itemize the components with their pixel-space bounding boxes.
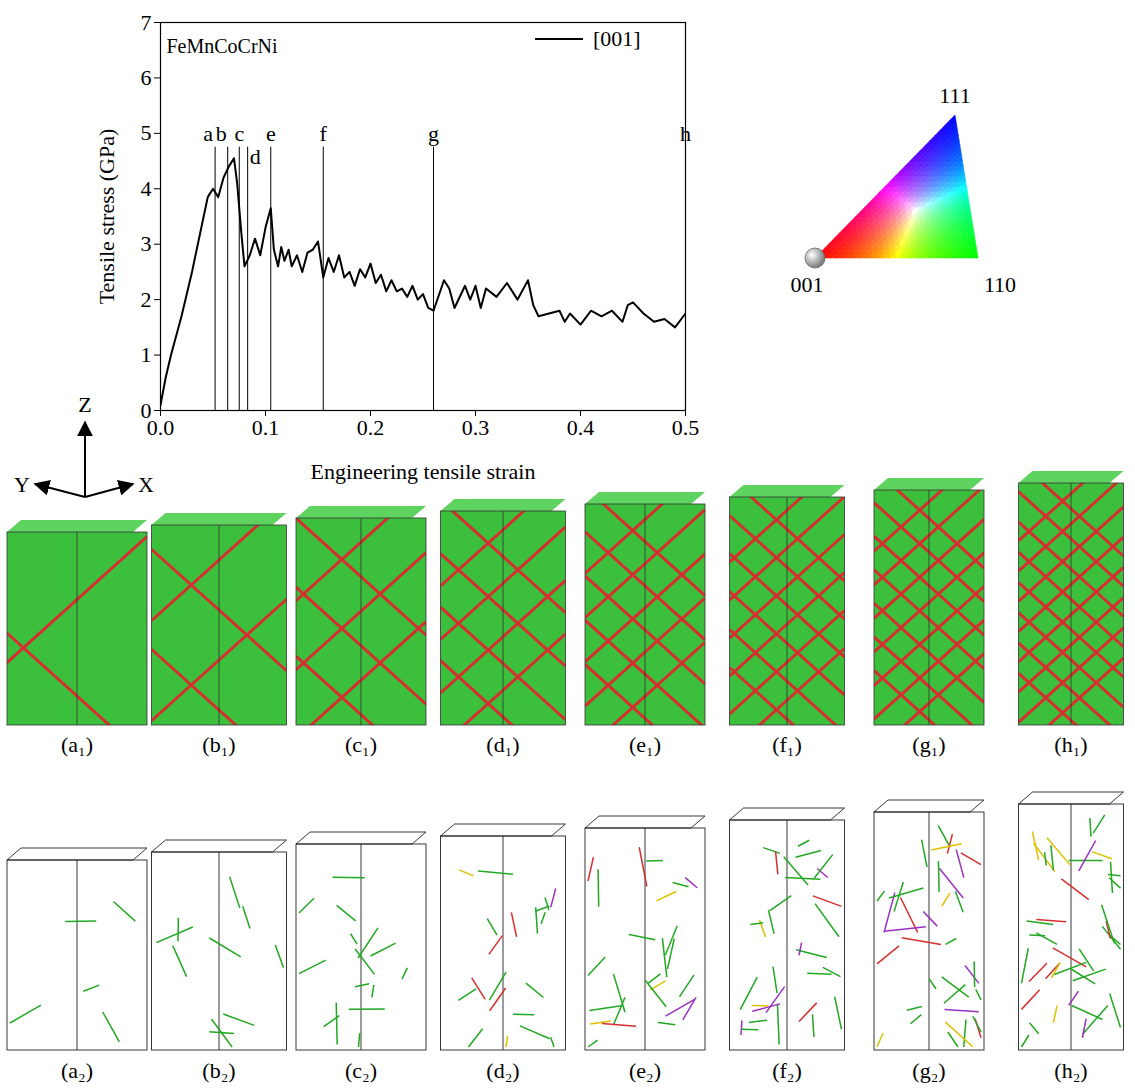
svg-text:5: 5 (141, 120, 152, 145)
svg-text:(e₂): (e₂) (629, 1058, 661, 1083)
html-text:[001]: [001] (593, 26, 641, 51)
svg-text:c: c (234, 121, 244, 146)
svg-text:001: 001 (791, 272, 824, 297)
svg-text:d: d (250, 144, 261, 169)
svg-text:(h₂): (h₂) (1054, 1058, 1087, 1083)
svg-text:X: X (138, 472, 154, 497)
svg-text:f: f (320, 121, 328, 146)
svg-text:Z: Z (78, 392, 91, 417)
svg-text:0.1: 0.1 (252, 415, 280, 440)
svg-text:FeMnCoCrNi: FeMnCoCrNi (167, 35, 279, 57)
svg-text:(c₁): (c₁) (345, 732, 377, 757)
svg-text:2: 2 (141, 287, 152, 312)
svg-text:0.5: 0.5 (672, 415, 700, 440)
svg-text:0: 0 (140, 397, 152, 423)
svg-text:g: g (428, 121, 439, 146)
svg-text:(a₂): (a₂) (61, 1058, 93, 1083)
svg-text:Y: Y (14, 472, 30, 497)
svg-text:0.2: 0.2 (357, 415, 385, 440)
svg-text:Tensile stress (GPa): Tensile stress (GPa) (94, 129, 119, 305)
svg-text:(g₁): (g₁) (912, 732, 945, 757)
svg-text:7: 7 (141, 10, 152, 35)
svg-text:(g₂): (g₂) (912, 1058, 945, 1083)
svg-text:(b₁): (b₁) (202, 732, 235, 757)
svg-text:(f₁): (f₁) (772, 732, 802, 757)
svg-text:110: 110 (984, 272, 1016, 297)
svg-text:111: 111 (939, 83, 970, 108)
svg-text:e: e (266, 121, 276, 146)
svg-text:0.0: 0.0 (147, 415, 175, 440)
svg-text:(f₂): (f₂) (772, 1058, 802, 1083)
svg-text:(a₁): (a₁) (61, 732, 93, 757)
svg-text:3: 3 (141, 231, 152, 256)
svg-text:h: h (680, 121, 691, 146)
svg-text:a: a (203, 121, 213, 146)
svg-text:b: b (216, 121, 227, 146)
svg-text:4: 4 (141, 176, 152, 201)
svg-text:1: 1 (141, 342, 152, 367)
svg-text:6: 6 (141, 65, 152, 90)
svg-text:(h₁): (h₁) (1054, 732, 1087, 757)
svg-text:0.3: 0.3 (462, 415, 490, 440)
svg-text:(e₁): (e₁) (629, 732, 661, 757)
svg-text:Engineering tensile strain: Engineering tensile strain (311, 459, 536, 484)
svg-text:(d₁): (d₁) (486, 732, 519, 757)
svg-text:(c₂): (c₂) (345, 1058, 377, 1083)
svg-text:(d₂): (d₂) (486, 1058, 519, 1083)
svg-text:(b₂): (b₂) (202, 1058, 235, 1083)
svg-text:0.4: 0.4 (567, 415, 595, 440)
